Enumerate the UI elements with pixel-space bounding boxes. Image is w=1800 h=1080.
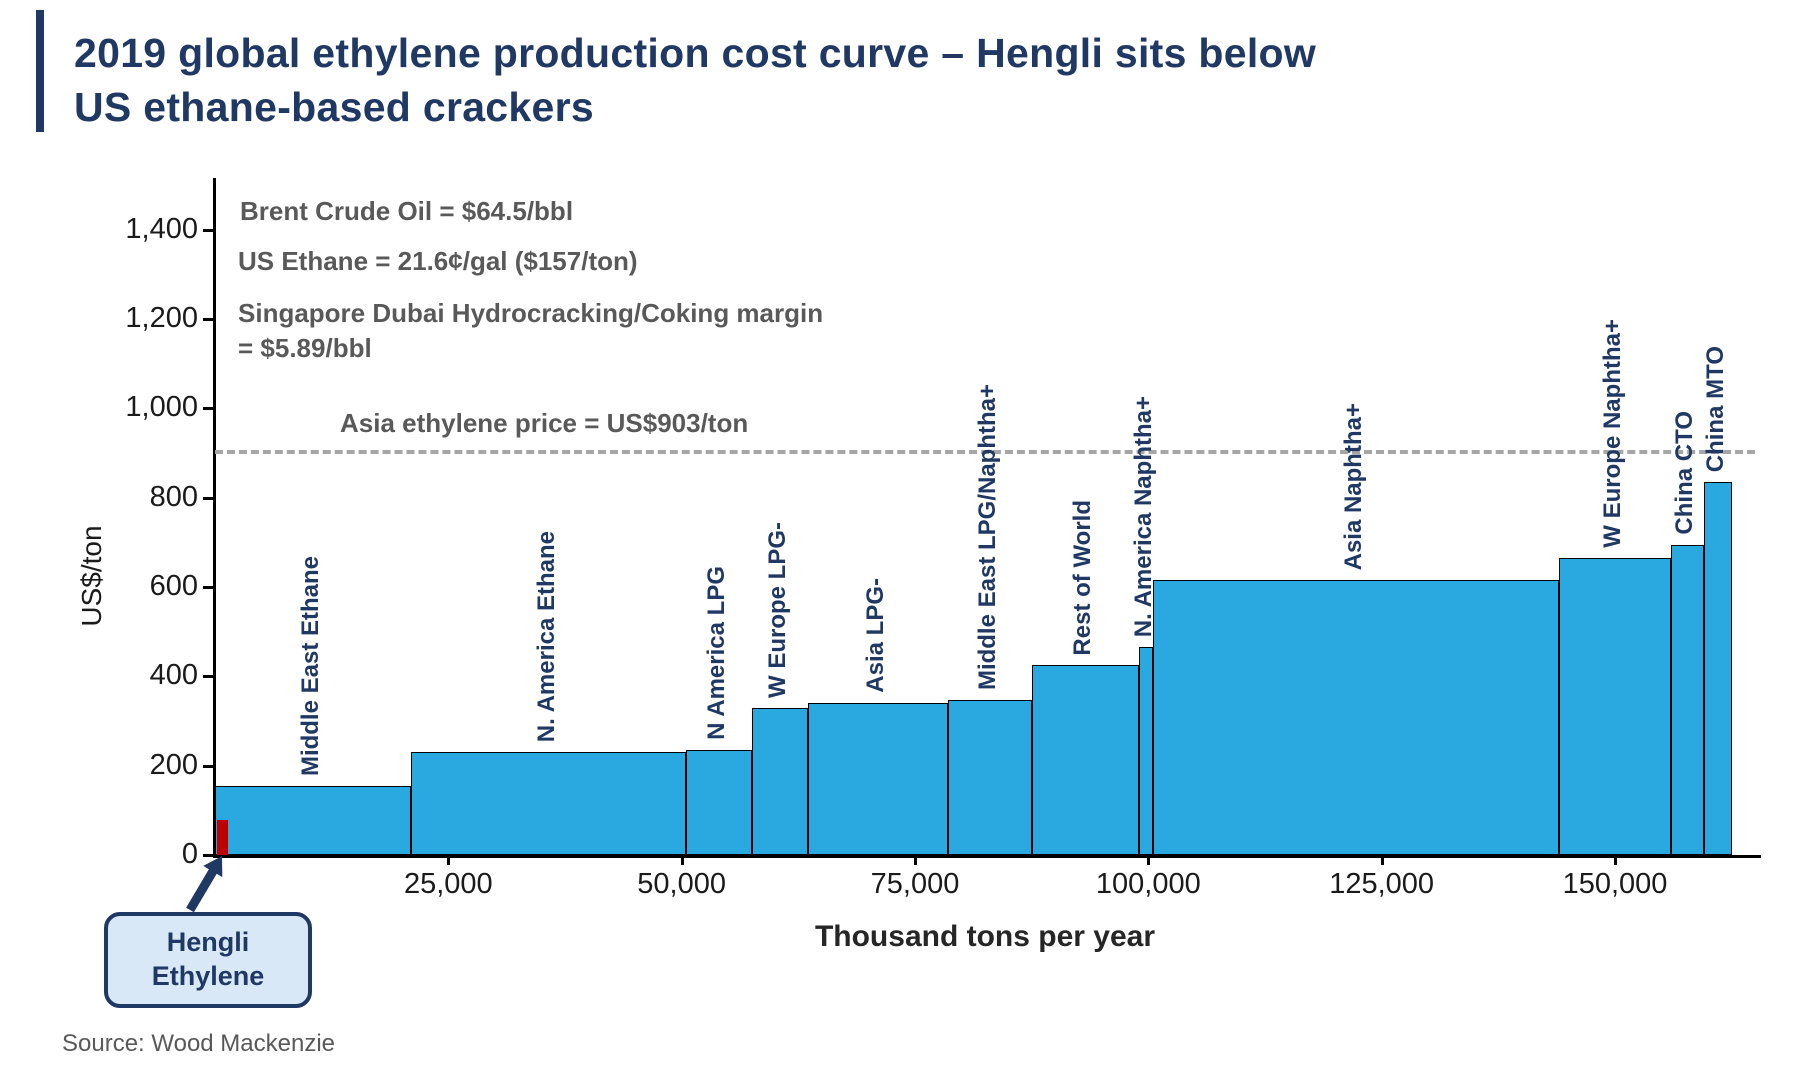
cost-segment-bar [1559,557,1671,855]
annotation-singapore-margin: Singapore Dubai Hydrocracking/Coking mar… [238,296,823,366]
cost-segment-label: Asia LPG- [861,578,889,694]
source-note: Source: Wood Mackenzie [62,1030,336,1057]
y-tick-label: 400 [149,659,198,692]
x-tick-label: 25,000 [403,868,493,900]
cost-segment-bar [1671,544,1704,855]
x-tick-label: 100,000 [1095,868,1201,900]
page-title: 2019 global ethylene production cost cur… [74,26,1316,134]
x-tick-label: 75,000 [870,868,960,900]
annotation-brent-crude: Brent Crude Oil = $64.5/bbl [240,196,574,226]
cost-segment-label: China CTO [1671,411,1699,535]
cost-segment-label: Rest of World [1069,499,1097,656]
y-tick-mark [203,407,213,411]
y-tick-label: 0 [181,838,198,870]
cost-segment-label: W Europe Naphtha+ [1599,319,1626,548]
cost-segment-bar [947,699,1032,855]
y-tick-mark [203,228,213,232]
asia-price-reference-line [215,449,1755,454]
x-tick-mark [1614,855,1617,865]
y-tick-mark [203,496,213,500]
cost-segment-bar [751,707,808,855]
x-tick-label: 50,000 [637,868,726,900]
cost-segment-label: Middle East Ethane [297,555,324,776]
y-tick-mark [203,764,213,768]
title-line-1: 2019 global ethylene production cost cur… [74,30,1317,76]
y-tick-label: 1,200 [125,302,198,334]
x-tick-mark [680,855,684,865]
y-tick-label: 1,400 [125,212,198,245]
cost-segment-label: Asia Naphtha+ [1340,402,1367,571]
hengli-callout: Hengli Ethylene [104,912,312,1008]
cost-segment-bar [215,785,411,855]
title-line-2: US ethane-based crackers [74,84,594,131]
x-tick-mark [914,855,917,865]
hengli-arrow-shape [186,856,223,913]
cost-segment-bar [411,752,687,855]
x-axis-title: Thousand tons per year [814,920,1156,953]
cost-segment-bar [1031,665,1139,855]
annotation-us-ethane: US Ethane = 21.6¢/gal ($157/ton) [238,246,638,276]
annotation-asia-ethylene-price: Asia ethylene price = US$903/ton [340,408,749,438]
y-tick-mark [203,586,213,589]
cost-segment-bar [1703,482,1732,855]
cost-segment-label: Middle East LPG/Naphtha+ [973,383,1001,690]
cost-segment-bar [807,703,948,855]
x-tick-mark [1380,855,1384,865]
y-tick-mark [203,675,213,679]
cost-segment-label: China MTO [1701,345,1729,473]
cost-segment-label: N. America Ethane [532,531,560,743]
x-tick-label: 125,000 [1329,868,1435,900]
x-tick-mark [447,855,451,865]
x-tick-mark [1147,855,1151,865]
hengli-callout-line-2: Ethylene [151,961,265,991]
y-tick-label: 800 [149,480,198,513]
hengli-arrow [186,856,223,913]
cost-segment-bar [686,750,752,855]
hengli-callout-line-1: Hengli [166,927,250,958]
y-tick-mark [203,318,213,321]
cost-segment-bar [1139,647,1153,855]
hengli-marker [217,820,229,855]
annotation-singapore-margin-line-1: Singapore Dubai Hydrocracking/Coking mar… [238,298,824,328]
x-tick-label: 150,000 [1562,868,1668,900]
x-axis-line [213,855,1761,858]
y-tick-label: 600 [149,570,198,602]
cost-segment-label: W Europe LPG- [763,521,791,698]
y-axis-line [213,178,216,858]
annotation-singapore-margin-line-2: = $5.89/bbl [238,333,372,364]
cost-segment-label: N America LPG [703,566,730,741]
y-tick-mark [203,854,213,857]
y-tick-label: 1,000 [125,391,198,424]
title-accent-bar [36,10,44,132]
y-tick-label: 200 [149,748,198,781]
cost-segment-bar [1153,580,1559,855]
